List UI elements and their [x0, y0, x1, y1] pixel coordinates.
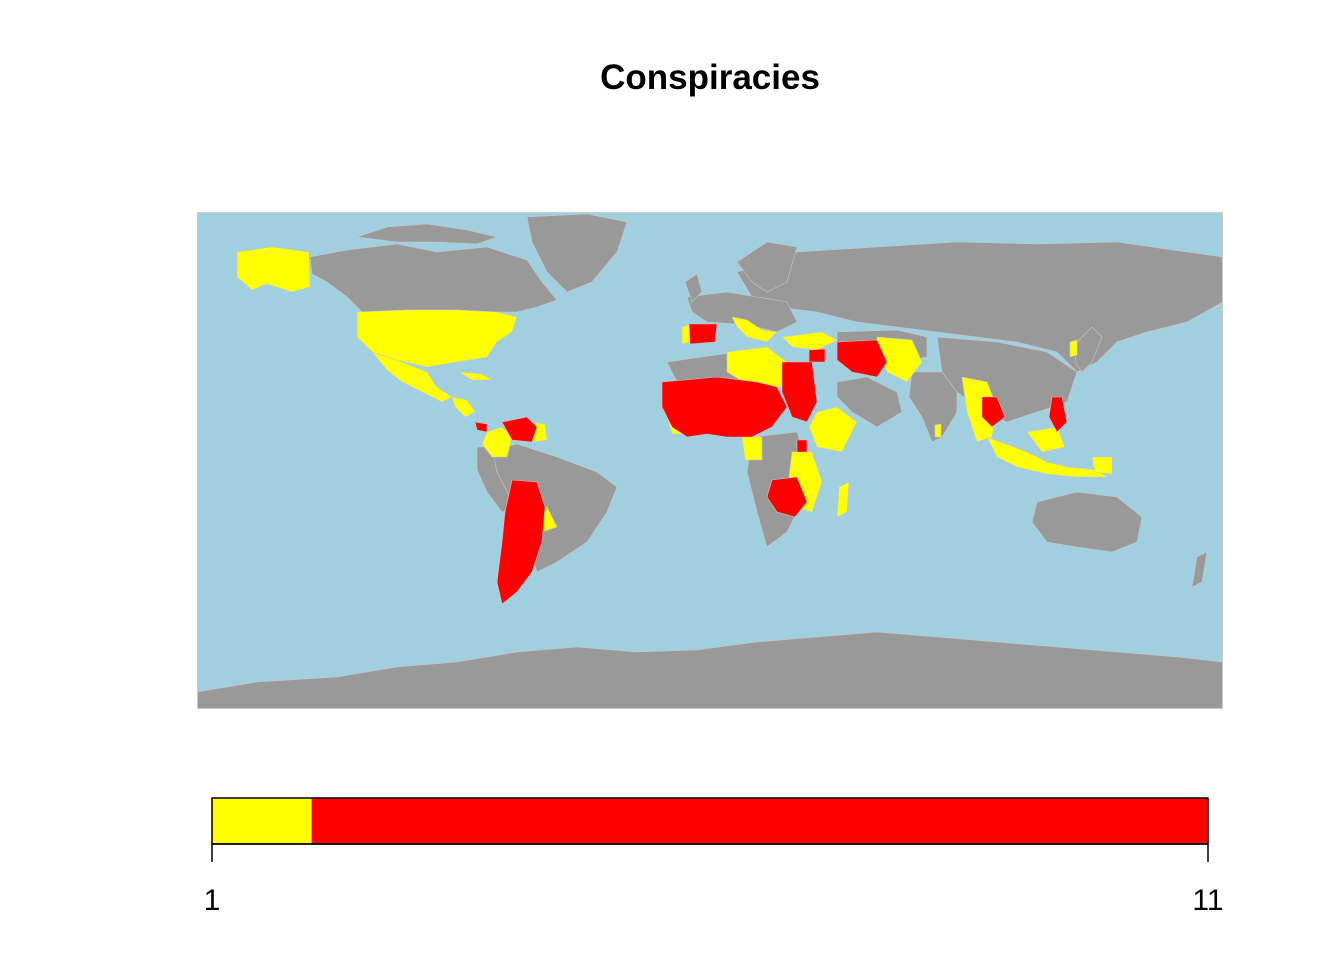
png: [1091, 456, 1113, 475]
eritrea: [796, 439, 808, 453]
australia: [1031, 491, 1143, 553]
india: [908, 371, 958, 443]
west-africa-high: [661, 376, 788, 438]
antarctica: [197, 631, 1223, 709]
countries-value-low: [236, 246, 1113, 533]
central-america: [451, 396, 476, 418]
thailand-cambodia: [981, 396, 1006, 428]
arctic-islands: [356, 223, 499, 245]
legend-bin-high: [311, 798, 1209, 844]
philippines: [1048, 396, 1068, 433]
russia-asia: [736, 241, 1223, 373]
legend-min-label: 1: [203, 884, 221, 917]
scandinavia: [736, 241, 798, 293]
central-africa-low: [741, 436, 763, 461]
mexico: [371, 351, 453, 403]
canada: [309, 243, 558, 313]
spain: [688, 323, 718, 345]
japan: [1074, 326, 1103, 373]
madagascar: [836, 481, 850, 518]
legend-bin-low: [212, 798, 312, 844]
myanmar-indochina: [961, 376, 998, 443]
cuba: [458, 371, 494, 381]
syria: [808, 348, 826, 363]
map-frame: [197, 212, 1223, 709]
turkey: [781, 331, 838, 351]
arabia: [836, 376, 903, 428]
sri-lanka: [934, 423, 942, 438]
portugal: [681, 324, 691, 345]
countries-value-high: [474, 323, 1068, 605]
uk: [684, 273, 703, 303]
greenland: [526, 213, 628, 293]
legend-frame: [211, 797, 1209, 845]
bolivia-argentina-chile: [496, 479, 546, 605]
legend-max-label: 11: [1192, 884, 1224, 917]
venezuela: [501, 416, 538, 443]
colombia: [481, 426, 513, 458]
korea: [1069, 339, 1078, 358]
zambia-zimbabwe: [766, 476, 808, 518]
map-title: Conspiracies: [600, 58, 820, 97]
world-map: [197, 212, 1223, 709]
new-zealand: [1191, 551, 1208, 588]
italy-greece: [731, 316, 778, 343]
iran: [836, 339, 888, 378]
sudan-egypt: [781, 361, 818, 423]
alaska: [236, 246, 311, 293]
panama: [474, 421, 488, 433]
borneo: [1026, 426, 1066, 453]
indonesia: [986, 436, 1108, 478]
yemen-somalia: [808, 406, 858, 453]
